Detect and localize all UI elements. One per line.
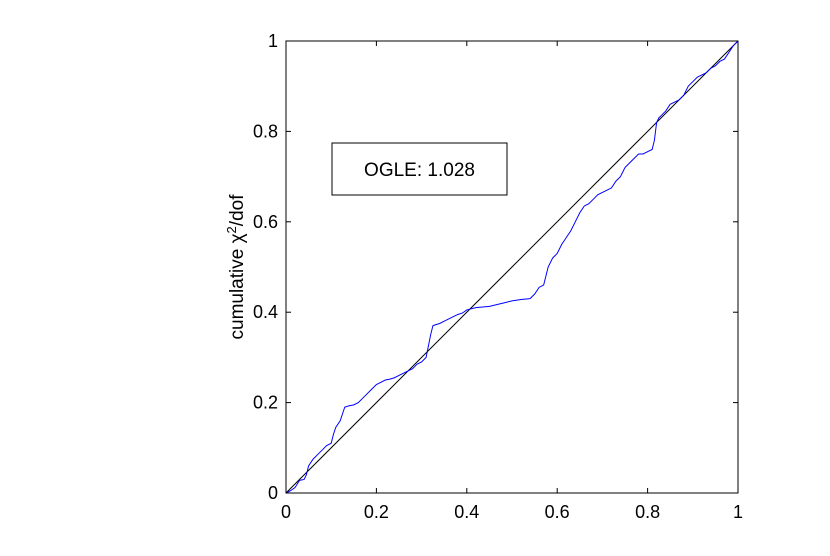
x-tick-label: 0.6 (545, 502, 570, 522)
y-tick-label: 1 (268, 31, 278, 51)
x-tick-label: 1 (733, 502, 743, 522)
x-tick-label: 0.2 (364, 502, 389, 522)
y-tick-label: 0.6 (253, 212, 278, 232)
y-axis-title-main: cumulative χ (227, 233, 248, 339)
y-tick-label: 0.2 (253, 393, 278, 413)
annotation-text: OGLE: 1.028 (364, 160, 475, 181)
plot-frame (285, 40, 739, 494)
reference-diagonal-line (285, 40, 739, 494)
series-line (285, 40, 739, 494)
annotation-frame (331, 142, 508, 196)
y-tick-label: 0 (268, 483, 278, 503)
y-tick-label: 0.8 (253, 121, 278, 141)
x-tick-label: 0 (281, 502, 291, 522)
y-axis-title-tail: /dof (227, 194, 248, 226)
tick-labels: 0 0.2 0.4 0.6 0.8 1 0 0.2 0.4 0.6 0.8 1 (253, 31, 743, 522)
y-axis-title: cumulative χ2/dof (224, 194, 249, 340)
y-axis-title-superscript: 2 (224, 226, 239, 233)
x-tick-label: 0.8 (635, 502, 660, 522)
x-tick-label: 0.4 (454, 502, 479, 522)
y-tick-label: 0.4 (253, 302, 278, 322)
annotation-box: OGLE: 1.028 (331, 142, 508, 196)
